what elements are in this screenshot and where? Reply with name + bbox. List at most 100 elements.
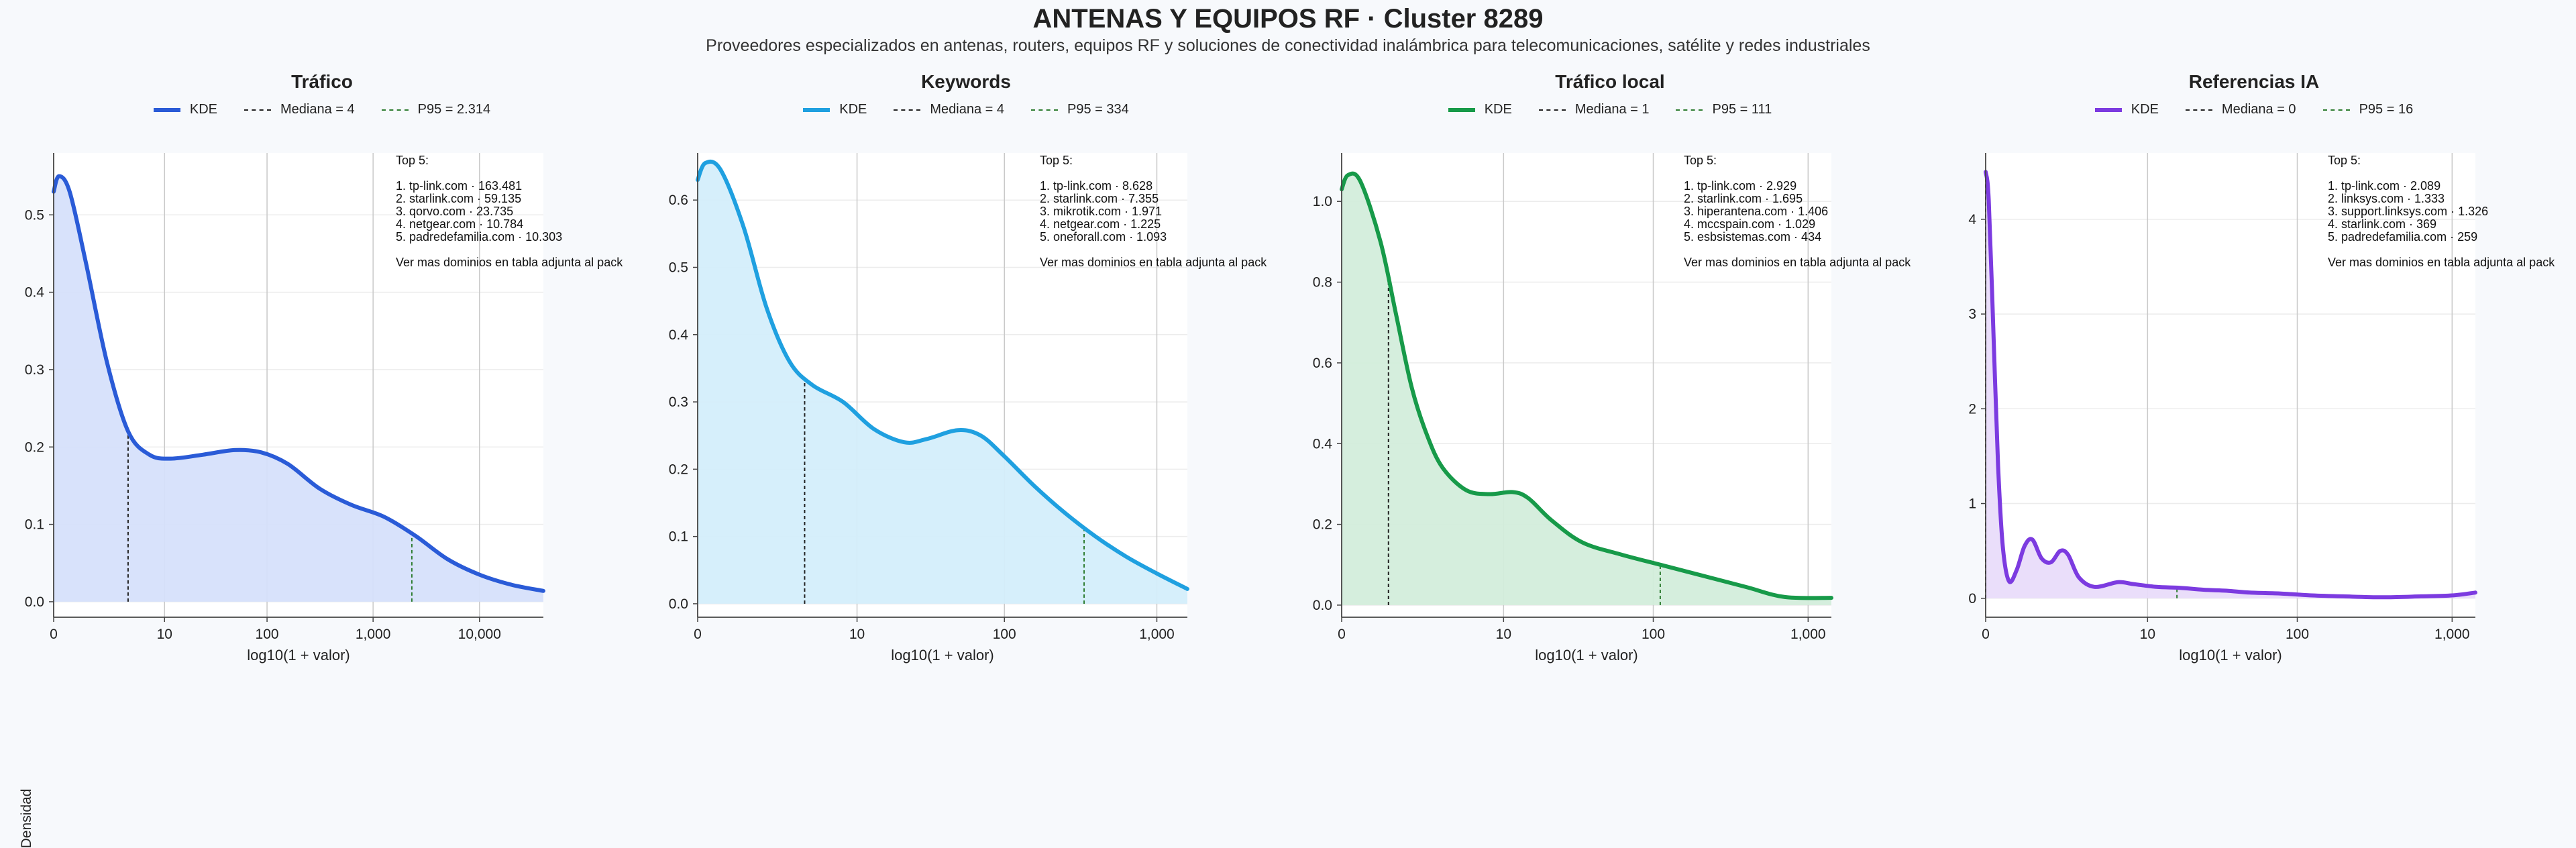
annotation-line: Top 5:	[396, 154, 429, 167]
legend-label-p95: P95 = 2.314	[417, 102, 491, 117]
top5-annotation: Top 5: 1. tp-link.com · 163.481 2. starli…	[396, 154, 623, 269]
x-axis-title: log10(1 + valor)	[2179, 647, 2282, 664]
y-tick-label: 1.0	[1313, 194, 1332, 209]
annotation-line: 1. tp-link.com · 2.089	[2328, 179, 2440, 193]
chart-plot: 0.0 0.1 0.2 0.3 0.4 0.5 0 10 100 1,000 10,000 log10…	[25, 153, 623, 664]
annotation-line: 2. starlink.com · 1.695	[1684, 192, 1803, 205]
chart-title: Keywords	[921, 71, 1011, 92]
legend-item-p95: P95 = 2.314	[381, 102, 491, 117]
chart-title: Referencias IA	[2188, 71, 2320, 92]
annotation-line: 3. hiperantena.com · 1.406	[1684, 205, 1828, 218]
top5-annotation: Top 5: 1. tp-link.com · 8.628 2. starlink…	[1040, 154, 1267, 269]
annotation-line: 5. padredefamilia.com · 259	[2328, 230, 2477, 244]
y-tick-label: 1	[1968, 496, 1976, 512]
kde-line	[1340, 171, 1833, 600]
legend-label-kde: KDE	[839, 102, 867, 117]
legend-item-median: Mediana = 4	[894, 102, 1004, 117]
legend-swatch-kde	[1448, 107, 1475, 112]
y-tick-label: 0.1	[669, 529, 688, 545]
kde-line	[696, 159, 1189, 591]
y-axis-title: Densidad	[19, 788, 34, 848]
annotation-line: Ver mas dominios en tabla adjunta al pac…	[396, 256, 623, 269]
y-tick-label: 0.2	[25, 439, 44, 455]
x-tick-label: 10	[157, 627, 172, 642]
legend-item-kde: KDE	[153, 102, 218, 117]
x-axis-title: log10(1 + valor)	[247, 647, 350, 664]
x-axis-title: log10(1 + valor)	[1535, 647, 1638, 664]
x-tick-label: 1,000	[356, 627, 391, 642]
y-tick-label: 0.1	[25, 517, 44, 533]
chart-panel-referencias-ia: Referencias IA KDE Mediana = 0 P95 = 16 …	[1932, 0, 2576, 664]
kde-line	[1984, 170, 2477, 600]
annotation-line: 2. linksys.com · 1.333	[2328, 192, 2445, 205]
chart-panel-trafico-local: Tráfico local KDE Mediana = 1 P95 = 111 …	[1288, 0, 1932, 664]
annotation-line: 5. padredefamilia.com · 10.303	[396, 230, 562, 244]
chart-plot: 0.0 0.2 0.4 0.6 0.8 1.0 0 10 100 1,000 log10(1 + v…	[1313, 153, 1911, 664]
y-tick-label: 0.5	[25, 207, 44, 223]
kde-area	[1986, 172, 2475, 598]
annotation-line: 4. netgear.com · 10.784	[396, 217, 523, 231]
annotation-line	[1684, 166, 1687, 180]
kde-area	[698, 161, 1187, 604]
x-tick-label: 0	[1982, 627, 1990, 642]
chart-title: Tráfico	[291, 71, 353, 92]
x-tick-label: 1,000	[2434, 627, 2470, 642]
plot-background	[1986, 153, 2475, 617]
legend-swatch-median	[244, 109, 272, 111]
legend-swatch-kde	[153, 107, 180, 112]
y-tick-label: 0.0	[669, 596, 688, 612]
x-tick-label: 10	[2140, 627, 2155, 642]
y-tick-label: 0.6	[669, 193, 688, 208]
annotation-line: 3. mikrotik.com · 1.971	[1040, 205, 1162, 218]
annotation-line: Top 5:	[2328, 154, 2361, 167]
legend-swatch-kde	[2094, 107, 2122, 112]
legend-swatch-median	[1538, 109, 1566, 111]
legend-label-median: Mediana = 1	[1574, 102, 1650, 117]
y-tick-label: 0.6	[1313, 356, 1332, 371]
y-tick-label: 0.4	[1313, 436, 1333, 452]
kde-area	[54, 176, 543, 602]
annotation-line: 2. starlink.com · 59.135	[396, 192, 521, 205]
chart-legend: KDE Mediana = 4 P95 = 334	[644, 102, 1288, 117]
legend-swatch-median	[2185, 109, 2212, 111]
legend-swatch-kde	[803, 107, 830, 112]
y-tick-label: 0.2	[669, 462, 688, 477]
legend-label-median: Mediana = 4	[280, 102, 355, 117]
annotation-line: 1. tp-link.com · 2.929	[1684, 179, 1796, 193]
legend-swatch-p95	[1031, 109, 1058, 111]
legend-label-kde: KDE	[189, 102, 218, 117]
annotation-line: 4. mccspain.com · 1.029	[1684, 217, 1815, 231]
annotation-line: 5. esbsistemas.com · 434	[1684, 230, 1821, 244]
annotation-line	[396, 243, 399, 256]
chart-panel-trafico: Tráfico KDE Mediana = 4 P95 = 2.314 0.0 0…	[0, 0, 644, 664]
annotation-line: 5. oneforall.com · 1.093	[1040, 230, 1167, 244]
annotation-line: Ver mas dominios en tabla adjunta al pac…	[1684, 256, 1911, 269]
y-tick-label: 0.5	[669, 260, 688, 275]
y-tick-label: 0.4	[25, 285, 45, 301]
legend-item-kde: KDE	[2094, 102, 2159, 117]
x-axis-title: log10(1 + valor)	[891, 647, 994, 664]
chart-legend: KDE Mediana = 0 P95 = 16	[1932, 102, 2576, 117]
annotation-line	[1040, 243, 1043, 256]
legend-label-kde: KDE	[2131, 102, 2159, 117]
kde-line	[52, 174, 545, 593]
chart-legend: KDE Mediana = 1 P95 = 111	[1288, 102, 1932, 117]
y-tick-label: 0.4	[669, 327, 689, 343]
legend-label-median: Mediana = 4	[930, 102, 1004, 117]
annotation-line: Top 5:	[1684, 154, 1717, 167]
y-tick-label: 2	[1968, 401, 1976, 417]
legend-item-kde: KDE	[803, 102, 867, 117]
annotation-line: Ver mas dominios en tabla adjunta al pac…	[2328, 256, 2555, 269]
annotation-line: 1. tp-link.com · 163.481	[396, 179, 522, 193]
chart-plot: 0.0 0.1 0.2 0.3 0.4 0.5 0.6 0 10 100 1,000 log10(1 …	[669, 153, 1267, 664]
annotation-line	[2328, 243, 2331, 256]
page-title: ANTENAS Y EQUIPOS RF · Cluster 8289	[1032, 4, 1544, 34]
annotation-line: 2. starlink.com · 7.355	[1040, 192, 1159, 205]
legend-swatch-p95	[381, 109, 409, 111]
legend-item-p95: P95 = 16	[2322, 102, 2413, 117]
y-tick-label: 0.2	[1313, 517, 1332, 533]
x-tick-label: 100	[256, 627, 279, 642]
legend-item-p95: P95 = 334	[1031, 102, 1129, 117]
y-tick-label: 0.8	[1313, 275, 1332, 290]
legend-item-p95: P95 = 111	[1676, 102, 1772, 117]
